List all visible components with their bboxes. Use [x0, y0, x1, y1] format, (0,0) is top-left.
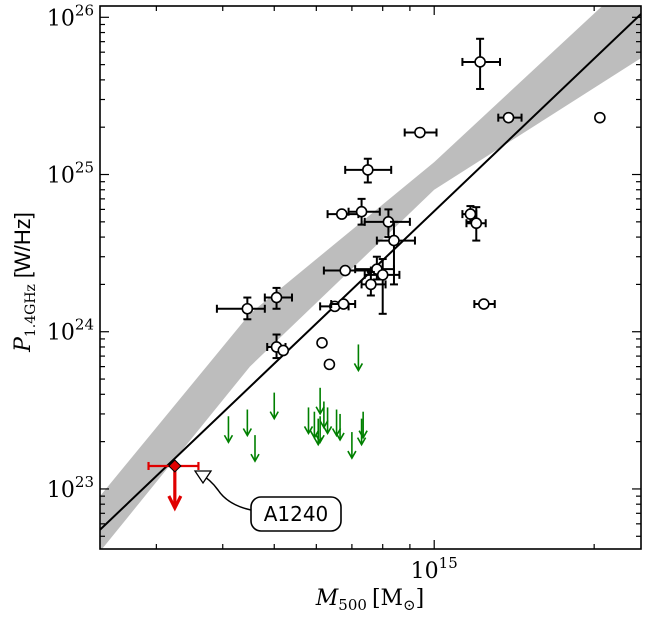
point-marker: [376, 269, 389, 281]
point-marker: [355, 205, 368, 218]
tick-labels: 1023 1024 1025 1026 1015: [47, 1, 458, 584]
data-point: [326, 208, 360, 220]
point-marker: [316, 337, 328, 349]
upper-limit-arrow-icon: [303, 407, 314, 436]
upper-limit-arrow-icon: [347, 432, 357, 460]
a1240-point: [147, 459, 200, 512]
data-point: [263, 286, 294, 310]
point-marker: [339, 264, 352, 277]
upper-limit-arrow-icon: [269, 392, 279, 421]
ticks-layer: [100, 6, 641, 549]
y-tick-label: 1023: [47, 473, 94, 503]
data-point: [403, 126, 438, 139]
point-marker: [414, 126, 426, 139]
upper-limit-arrow-icon: [319, 401, 329, 430]
a1240-callout: A1240: [193, 470, 342, 532]
callout-connector: [199, 473, 252, 511]
point-marker: [323, 358, 336, 371]
down-arrow-icon: [167, 495, 183, 512]
upper-limit-arrow-icon: [358, 411, 368, 440]
diamond-marker: [168, 459, 182, 473]
data-point: [465, 206, 487, 242]
data-point: [322, 264, 372, 277]
point-marker: [464, 208, 477, 220]
y-tick-label: 1026: [47, 1, 94, 31]
data-point: [330, 298, 357, 310]
point-marker: [478, 298, 490, 310]
data-point: [360, 270, 387, 297]
data-point: [323, 358, 336, 371]
plot-area: [99, 5, 642, 550]
upper-limit-arrow-icon: [353, 344, 364, 373]
y-tick-label: 1025: [47, 159, 94, 189]
data-point: [594, 111, 606, 124]
point-marker: [470, 217, 483, 230]
point-marker: [241, 302, 254, 315]
upper-limits-layer: [223, 344, 368, 463]
upper-limit-arrow-icon: [315, 387, 325, 416]
upper-limit-arrow-icon: [331, 409, 342, 438]
data-point: [461, 37, 502, 90]
y-tick-label: 1024: [47, 316, 94, 346]
point-marker: [594, 111, 606, 124]
point-marker: [502, 111, 515, 124]
upper-limit-arrow-icon: [315, 416, 325, 444]
upper-limit-arrow-icon: [335, 413, 345, 442]
data-point: [473, 298, 496, 310]
plot-frame: [99, 5, 642, 550]
data-point: [363, 208, 411, 239]
data-point: [347, 197, 381, 226]
upper-limit-arrow-icon: [309, 411, 320, 440]
callout-box: [250, 496, 342, 532]
data-point: [277, 344, 290, 357]
point-marker: [388, 234, 400, 247]
x-tick-label: 1015: [411, 554, 458, 584]
data-point: [316, 337, 328, 349]
upper-limit-arrow-icon: [242, 409, 253, 438]
detections-layer: [215, 37, 606, 371]
point-marker: [270, 291, 283, 304]
y-axis-label: P1.4GHz[W/Hz]: [10, 212, 39, 353]
upper-limit-arrow-icon: [250, 435, 260, 463]
a1240-layer: [147, 459, 200, 512]
upper-limit-arrow-icon: [356, 418, 367, 447]
point-marker: [474, 56, 486, 68]
upper-limit-arrow-icon: [223, 416, 234, 444]
data-point: [497, 111, 523, 124]
point-marker: [365, 278, 377, 291]
point-marker: [337, 298, 350, 310]
point-marker: [277, 344, 290, 357]
point-marker: [362, 164, 374, 176]
x-axis-label: M500 [M⊙]: [315, 586, 424, 614]
callout-label: A1240: [264, 502, 329, 526]
point-marker: [335, 208, 348, 220]
data-point: [344, 157, 393, 184]
upper-limit-arrow-icon: [322, 407, 333, 436]
data-point: [215, 296, 266, 321]
callout-arrowhead-icon: [193, 470, 213, 485]
